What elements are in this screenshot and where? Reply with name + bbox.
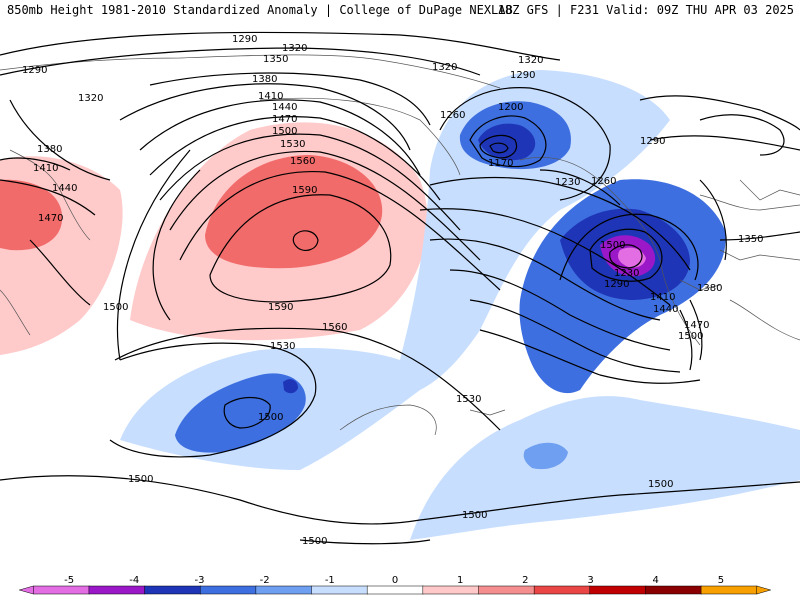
contour-label: 1320 bbox=[78, 93, 103, 104]
colorbar-tick-label: -2 bbox=[260, 575, 270, 586]
contour-label: 1440 bbox=[653, 304, 678, 315]
contour-label: 1200 bbox=[498, 102, 523, 113]
model-run-info: 18Z GFS | F231 Valid: 09Z THU APR 03 202… bbox=[497, 3, 794, 17]
contour-label: 1530 bbox=[456, 394, 481, 405]
contour-label: 1290 bbox=[510, 70, 535, 81]
contour-label: 1560 bbox=[290, 156, 315, 167]
contour-label: 1380 bbox=[697, 283, 722, 294]
colorbar-tick-label: -4 bbox=[129, 575, 139, 586]
contour-label: 1290 bbox=[232, 34, 257, 45]
contour-label: 1470 bbox=[684, 320, 709, 331]
contour-label: 1500 bbox=[258, 412, 283, 423]
positive-anomaly-shading bbox=[0, 122, 428, 355]
contour-label: 1380 bbox=[37, 144, 62, 155]
colorbar-cell bbox=[311, 585, 368, 595]
contour-label: 1590 bbox=[268, 302, 293, 313]
contour-label: 1290 bbox=[22, 65, 47, 76]
map-title: 850mb Height 1981-2010 Standardized Anom… bbox=[7, 3, 513, 17]
contour-label: 1440 bbox=[52, 183, 77, 194]
contour-label: 1530 bbox=[280, 139, 305, 150]
contour-label: 1260 bbox=[440, 110, 465, 121]
contour-label: 1410 bbox=[258, 91, 283, 102]
colorbar-cell bbox=[589, 585, 647, 595]
contour-label: 1230 bbox=[614, 268, 639, 279]
contour-label: 1500 bbox=[678, 331, 703, 342]
colorbar-tick-label: 0 bbox=[392, 575, 398, 586]
contour-label: 1500 bbox=[103, 302, 128, 313]
contour-label: 1560 bbox=[322, 322, 347, 333]
contour-label: 1500 bbox=[302, 536, 327, 547]
contour-label: 1320 bbox=[518, 55, 543, 66]
map-title-bar: 850mb Height 1981-2010 Standardized Anom… bbox=[0, 0, 800, 20]
contour-label: 1410 bbox=[650, 292, 675, 303]
colorbar-tick-label: 2 bbox=[522, 575, 528, 586]
colorbar-right-arrow bbox=[756, 585, 772, 595]
contour-label: 1350 bbox=[263, 54, 288, 65]
colorbar-tick-labels: -5 -4 -3 -2 -1 0 1 2 3 4 5 bbox=[64, 575, 724, 586]
contour-label: 1410 bbox=[33, 163, 58, 174]
anomaly-map: 1290 1320 1290 1320 1350 1320 1380 1410 … bbox=[0, 20, 800, 570]
contour-label: 1320 bbox=[282, 43, 307, 54]
colorbar-cell bbox=[88, 585, 146, 595]
contour-label: 1380 bbox=[252, 74, 277, 85]
colorbar-tick-label: -5 bbox=[64, 575, 74, 586]
colorbar-cell bbox=[533, 585, 591, 595]
colorbar-tick-label: 3 bbox=[587, 575, 593, 586]
colorbar-tick-label: -3 bbox=[194, 575, 204, 586]
anomaly-colorbar: -5 -4 -3 -2 -1 0 1 2 3 4 5 bbox=[18, 575, 772, 595]
contour-label: 1500 bbox=[648, 479, 673, 490]
colorbar-cell bbox=[33, 585, 90, 595]
contour-label: 1290 bbox=[640, 136, 665, 147]
coastlines bbox=[0, 54, 800, 436]
colorbar-tick-label: -1 bbox=[325, 575, 335, 586]
contour-label: 1230 bbox=[555, 177, 580, 188]
contour-label: 1470 bbox=[38, 213, 63, 224]
contour-label: 1500 bbox=[272, 126, 297, 137]
colorbar-left-arrow bbox=[18, 585, 34, 595]
colorbar-cell bbox=[700, 585, 758, 595]
contour-label: 1320 bbox=[432, 62, 457, 73]
contour-label: 1290 bbox=[604, 279, 629, 290]
height-contours bbox=[0, 31, 800, 545]
contour-label: 1500 bbox=[128, 474, 153, 485]
colorbar-cell bbox=[366, 585, 424, 595]
colorbar-cell bbox=[478, 585, 535, 595]
colorbar-tick-label: 5 bbox=[718, 575, 724, 586]
contour-label: 1170 bbox=[488, 158, 513, 169]
colorbar-cell bbox=[144, 585, 201, 595]
contour-label: 1260 bbox=[591, 176, 616, 187]
colorbar-cell bbox=[199, 585, 257, 595]
colorbar-cell bbox=[645, 585, 702, 595]
colorbar-cell bbox=[255, 585, 313, 595]
colorbar-tick-label: 1 bbox=[457, 575, 463, 586]
contour-label: 1530 bbox=[270, 341, 295, 352]
contour-labels: 1290 1320 1290 1320 1350 1320 1380 1410 … bbox=[22, 34, 763, 547]
contour-label: 1500 bbox=[600, 240, 625, 251]
colorbar-cells bbox=[18, 585, 772, 595]
contour-label: 1440 bbox=[272, 102, 297, 113]
contour-label: 1500 bbox=[462, 510, 487, 521]
contour-label: 1350 bbox=[738, 234, 763, 245]
colorbar-cell bbox=[422, 585, 480, 595]
colorbar-tick-label: 4 bbox=[653, 575, 659, 586]
contour-label: 1470 bbox=[272, 114, 297, 125]
contour-label: 1590 bbox=[292, 185, 317, 196]
